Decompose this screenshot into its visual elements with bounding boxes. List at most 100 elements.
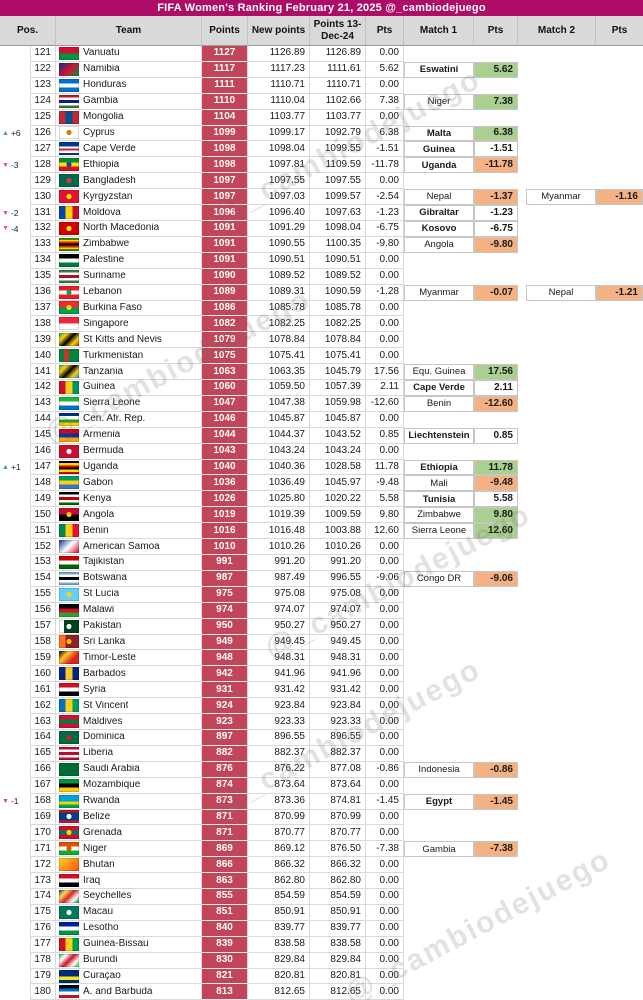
team-name: Guinea-Bissau: [83, 939, 149, 950]
points-change: 0.00: [366, 666, 404, 683]
ranking-row: ▼ -1 168 Rwanda 873 873.36 874.81 -1.45 Egypt -1.…: [0, 793, 643, 810]
new-points: 876.22: [248, 761, 310, 778]
points-prev: 870.77: [310, 825, 366, 842]
points-prev: 949.45: [310, 634, 366, 651]
position: 129: [30, 173, 56, 190]
match2-opponent-empty: [526, 157, 596, 173]
team-name: Syria: [83, 684, 106, 695]
ranking-row: 160 Barbados 942 941.96 941.96 0.00: [0, 666, 643, 683]
match1-opponent-empty: [404, 730, 474, 746]
match2-points-empty: [596, 825, 643, 841]
match1-opponent-empty: [404, 714, 474, 730]
match1-opponent: Malta: [404, 125, 474, 142]
match2-opponent-empty: [526, 221, 596, 237]
match1-opponent: Angola: [404, 236, 474, 253]
match1-opponent: Tunisia: [404, 491, 474, 508]
rank-move-indicator: [0, 873, 30, 889]
match2-opponent-empty: [526, 682, 596, 698]
match2-opponent-empty: [526, 412, 596, 428]
points-prev: 850.91: [310, 904, 366, 921]
column-spacer: [518, 889, 526, 905]
ranking-row: 156 Malawi 974 974.07 974.07 0.00: [0, 602, 643, 619]
match1-opponent-empty: [404, 332, 474, 348]
flag-icon: [59, 221, 79, 235]
match1-points-empty: [474, 587, 518, 603]
match1-opponent-empty: [404, 984, 474, 1000]
team-name: Cape Verde: [83, 143, 136, 154]
match2-opponent-empty: [526, 316, 596, 332]
points-total: 931: [202, 682, 248, 699]
ranking-row: 167 Mozambique 874 873.64 873.64 0.00: [0, 777, 643, 794]
match1-points-empty: [474, 253, 518, 269]
rank-move-indicator: [0, 110, 30, 126]
match2-opponent: Myanmar: [526, 189, 596, 206]
match1-opponent: Guinea: [404, 141, 474, 158]
match2-opponent-empty: [526, 380, 596, 396]
rank-move-indicator: [0, 539, 30, 555]
points-change: -9.06: [366, 570, 404, 587]
rank-move-indicator: [0, 348, 30, 364]
team-name: Timor-Leste: [83, 652, 136, 663]
team-name: Pakistan: [83, 621, 122, 632]
column-spacer: [518, 873, 526, 889]
match1-points-empty: [474, 873, 518, 889]
match1-opponent-empty: [404, 873, 474, 889]
points-total: 1036: [202, 475, 248, 492]
new-points: 1016.48: [248, 523, 310, 540]
points-prev: 996.55: [310, 570, 366, 587]
points-change: 0.00: [366, 825, 404, 842]
team-name: American Samoa: [83, 541, 160, 552]
match1-points: -9.48: [474, 475, 518, 492]
match1-opponent: Gibraltar: [404, 205, 474, 221]
ranking-row: 163 Maldives 923 923.33 923.33 0.00: [0, 714, 643, 730]
team-cell: St Vincent: [56, 698, 202, 715]
column-spacer: [518, 460, 526, 476]
position: 138: [30, 316, 56, 333]
match1-opponent-empty: [404, 953, 474, 969]
match2-points-empty: [596, 348, 643, 364]
points-prev: 948.31: [310, 650, 366, 667]
match2-opponent-empty: [526, 969, 596, 985]
new-points: 1097.55: [248, 173, 310, 190]
new-points: 950.27: [248, 618, 310, 635]
new-points: 1040.36: [248, 459, 310, 476]
position: 157: [30, 618, 56, 635]
new-points: 1090.51: [248, 252, 310, 269]
points-prev: 1028.58: [310, 459, 366, 476]
rank-move-indicator: [0, 380, 30, 396]
column-spacer: [518, 587, 526, 603]
column-spacer: [518, 619, 526, 635]
position: 125: [30, 109, 56, 126]
match1-points-empty: [474, 666, 518, 682]
new-points: 1036.49: [248, 475, 310, 492]
column-spacer: [518, 969, 526, 985]
flag-icon: [59, 508, 79, 522]
rank-down-icon: ▼: [2, 209, 9, 217]
flag-icon: [59, 794, 79, 808]
position: 176: [30, 920, 56, 937]
column-spacer: [518, 682, 526, 698]
match1-points: -0.07: [474, 284, 518, 301]
match2-opponent-empty: [526, 332, 596, 348]
ranking-row: ▲ +6 126 Cyprus 1099 1099.17 1092.79 6.38 Malta 6…: [0, 125, 643, 142]
points-prev: 1043.24: [310, 443, 366, 460]
team-name: Burkina Faso: [83, 302, 142, 313]
match2-points-empty: [596, 714, 643, 730]
match2-points-empty: [596, 110, 643, 126]
team-cell: American Samoa: [56, 539, 202, 555]
rank-move-indicator: [0, 571, 30, 587]
points-prev: 1075.41: [310, 348, 366, 365]
match1-opponent-empty: [404, 682, 474, 698]
match2-opponent-empty: [526, 62, 596, 78]
points-total: 897: [202, 729, 248, 746]
team-name: Mongolia: [83, 112, 124, 123]
flag-icon: [59, 778, 79, 792]
team-cell: Curaçao: [56, 968, 202, 985]
position: 132: [30, 220, 56, 237]
points-prev: 1092.79: [310, 125, 366, 142]
team-name: Iraq: [83, 875, 101, 886]
points-prev: 1097.63: [310, 205, 366, 221]
team-name: Moldova: [83, 207, 121, 218]
new-points: 941.96: [248, 666, 310, 683]
team-name: Saudi Arabia: [83, 764, 140, 775]
